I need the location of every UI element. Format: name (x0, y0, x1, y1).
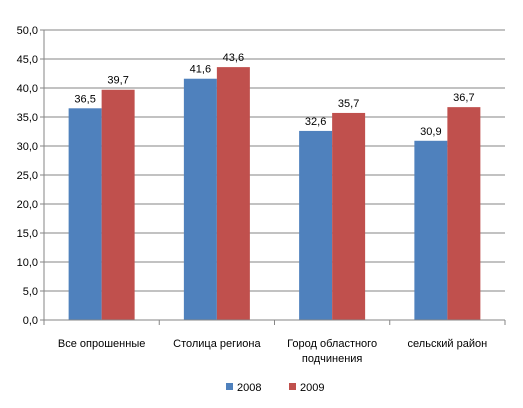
y-axis: 0,0 5,0 10,0 15,0 20,0 25,0 30,0 35,0 40,0 45,0 50… (17, 25, 45, 327)
y-tick-label: 50,0 (17, 25, 38, 37)
legend: 2008 2009 (226, 382, 324, 394)
data-label: 36,7 (453, 92, 474, 104)
category-label: Столица региона (173, 338, 261, 350)
legend-swatch-2009 (289, 383, 296, 390)
bar-2009 (332, 112, 366, 320)
data-label: 39,7 (107, 75, 128, 87)
y-tick-label: 35,0 (17, 112, 38, 124)
bar-2008 (414, 140, 448, 320)
y-tick-label: 0,0 (23, 315, 38, 327)
y-tick-label: 15,0 (17, 228, 38, 240)
category-label: Все опрошенные (58, 338, 145, 350)
y-tick-label: 45,0 (17, 54, 38, 66)
legend-swatch-2008 (226, 383, 233, 390)
y-tick-label: 30,0 (17, 141, 38, 153)
bar-2009 (101, 89, 135, 321)
bar-2008 (183, 78, 217, 320)
bar-2008 (299, 130, 333, 320)
bar-2009 (447, 107, 481, 320)
legend-label: 2009 (300, 382, 324, 394)
category-label: подчинения (302, 353, 363, 365)
data-label: 36,5 (74, 93, 95, 105)
data-label: 41,6 (190, 64, 211, 76)
bar-2008 (68, 108, 102, 320)
bar-2009 (216, 67, 250, 321)
bars: 36,5 39,7 41,6 43,6 32,6 35,7 30,9 36,7 (68, 52, 481, 321)
y-tick-label: 25,0 (17, 170, 38, 182)
data-label: 35,7 (338, 98, 359, 110)
y-tick-label: 5,0 (23, 286, 38, 298)
y-tick-label: 20,0 (17, 199, 38, 211)
category-label: Город областного (287, 338, 377, 350)
y-tick-label: 40,0 (17, 83, 38, 95)
data-label: 32,6 (305, 116, 326, 128)
data-label: 30,9 (420, 126, 441, 138)
legend-label: 2008 (237, 382, 261, 394)
y-tick-label: 10,0 (17, 257, 38, 269)
category-label: сельский район (408, 338, 488, 350)
data-label: 43,6 (223, 52, 244, 64)
x-axis: Все опрошенные Столица региона Город облас… (43, 319, 506, 365)
